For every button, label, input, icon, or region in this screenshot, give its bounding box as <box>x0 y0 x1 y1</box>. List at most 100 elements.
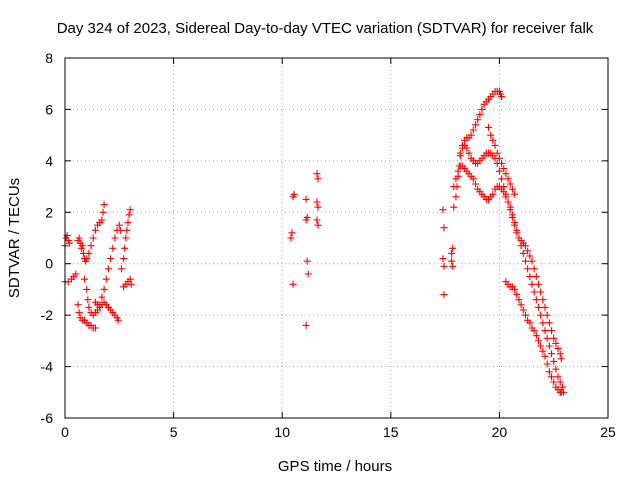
series-track-m <box>439 206 448 299</box>
data-point <box>489 136 497 144</box>
data-point <box>537 342 545 350</box>
data-point <box>115 221 123 229</box>
data-point <box>550 334 558 342</box>
data-point <box>439 206 447 214</box>
data-point <box>467 131 475 139</box>
series-track-n <box>448 244 457 270</box>
data-point <box>85 249 93 257</box>
data-marks <box>61 87 567 396</box>
data-point <box>548 350 556 358</box>
data-point <box>127 280 135 288</box>
data-point <box>524 247 532 255</box>
data-point <box>511 285 519 293</box>
data-point <box>557 388 565 396</box>
y-tick-label: 4 <box>45 153 53 169</box>
data-point <box>440 262 448 270</box>
data-point <box>548 327 556 335</box>
data-point <box>554 345 562 353</box>
data-point <box>469 175 477 183</box>
data-point <box>539 296 547 304</box>
data-point <box>84 296 92 304</box>
data-point <box>558 383 566 391</box>
data-point <box>450 203 458 211</box>
y-tick-label: 6 <box>45 101 53 117</box>
data-point <box>126 275 134 283</box>
series-track-k <box>302 195 312 329</box>
data-point <box>554 373 562 381</box>
data-point <box>545 368 553 376</box>
data-point <box>75 309 83 317</box>
data-point <box>539 347 547 355</box>
data-point <box>472 121 480 129</box>
data-point <box>556 350 564 358</box>
data-point <box>491 141 499 149</box>
data-point <box>440 291 448 299</box>
data-point <box>545 342 553 350</box>
data-point <box>303 257 311 265</box>
data-point <box>304 270 312 278</box>
series-track-r <box>485 123 519 198</box>
data-point <box>83 285 91 293</box>
data-point <box>456 149 464 157</box>
data-point <box>532 296 540 304</box>
data-point <box>517 301 525 309</box>
data-point <box>534 280 542 288</box>
data-point <box>313 216 321 224</box>
data-point <box>81 275 89 283</box>
y-tick-label: 2 <box>45 204 53 220</box>
data-point <box>450 183 458 191</box>
y-tick-label: -2 <box>41 307 54 323</box>
axis-ticks: 0 5 10 15 20 25 -6 -4 -2 0 2 4 6 8 <box>41 50 616 440</box>
data-point <box>550 378 558 386</box>
data-point <box>506 206 514 214</box>
data-point <box>289 280 297 288</box>
data-point <box>83 255 91 263</box>
data-point <box>474 116 482 124</box>
data-point <box>485 123 493 131</box>
data-point <box>313 198 321 206</box>
data-point <box>465 149 473 157</box>
data-point <box>116 226 124 234</box>
data-point <box>528 280 536 288</box>
data-point <box>313 170 321 178</box>
data-point <box>498 175 506 183</box>
data-point <box>530 327 538 335</box>
data-point <box>111 234 119 242</box>
data-point <box>126 206 134 214</box>
series-track-d <box>74 301 99 332</box>
x-tick-label: 5 <box>170 424 178 440</box>
data-point <box>532 273 540 281</box>
data-point <box>117 265 125 273</box>
data-point <box>104 265 112 273</box>
data-point <box>125 211 133 219</box>
data-point <box>454 167 462 175</box>
y-tick-label: 8 <box>45 50 53 66</box>
data-point <box>526 319 534 327</box>
data-point <box>521 242 529 250</box>
data-point <box>449 244 457 252</box>
data-point <box>288 229 296 237</box>
data-point <box>524 265 532 273</box>
data-point <box>511 221 519 229</box>
series-track-a <box>61 231 73 250</box>
data-point <box>548 373 556 381</box>
data-point <box>513 291 521 299</box>
data-point <box>78 242 86 250</box>
data-point <box>91 226 99 234</box>
data-point <box>114 316 122 324</box>
data-point <box>448 249 456 257</box>
series-track-i <box>117 206 134 273</box>
data-point <box>521 257 529 265</box>
x-tick-label: 15 <box>383 424 399 440</box>
y-tick-label: -6 <box>41 410 54 426</box>
data-point <box>526 252 534 260</box>
data-point <box>508 185 516 193</box>
plot-border <box>64 57 609 419</box>
data-point <box>439 255 447 263</box>
x-axis-label: GPS time / hours <box>278 458 392 475</box>
data-point <box>449 262 457 270</box>
data-point <box>107 255 115 263</box>
data-point <box>109 244 117 252</box>
y-tick-label: 0 <box>45 256 53 272</box>
data-point <box>98 293 106 301</box>
